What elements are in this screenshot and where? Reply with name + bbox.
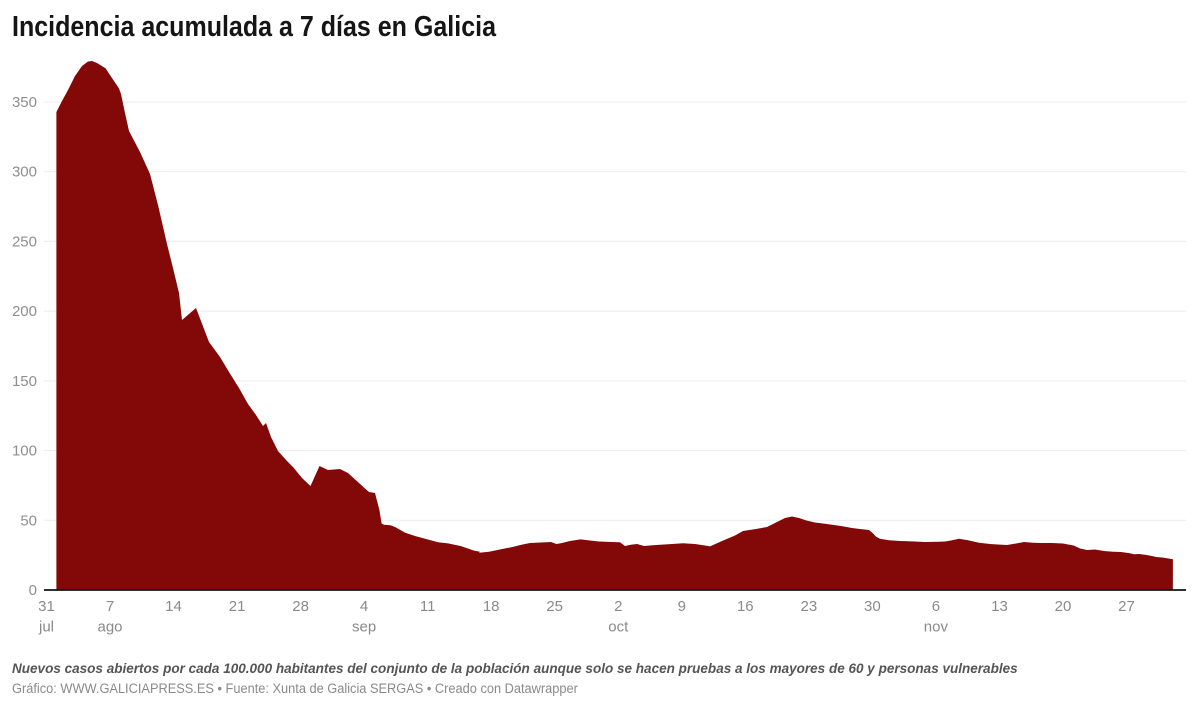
svg-text:11: 11 — [420, 598, 436, 615]
svg-text:nov: nov — [924, 619, 949, 636]
svg-text:0: 0 — [29, 582, 37, 599]
svg-text:sep: sep — [352, 619, 376, 636]
svg-text:31: 31 — [38, 598, 55, 615]
svg-text:9: 9 — [678, 598, 686, 615]
svg-text:30: 30 — [864, 598, 881, 615]
svg-text:20: 20 — [1055, 598, 1072, 615]
svg-text:350: 350 — [12, 94, 37, 111]
svg-text:21: 21 — [229, 598, 246, 615]
svg-text:28: 28 — [292, 598, 309, 615]
svg-text:50: 50 — [20, 512, 37, 529]
svg-text:250: 250 — [12, 233, 37, 250]
svg-text:14: 14 — [165, 598, 182, 615]
svg-text:6: 6 — [932, 598, 940, 615]
svg-text:300: 300 — [12, 164, 37, 181]
svg-text:jul: jul — [38, 619, 54, 636]
svg-text:100: 100 — [12, 443, 37, 460]
svg-text:18: 18 — [483, 598, 500, 615]
svg-text:7: 7 — [106, 598, 114, 615]
svg-text:23: 23 — [801, 598, 818, 615]
svg-text:16: 16 — [737, 598, 754, 615]
svg-text:25: 25 — [546, 598, 563, 615]
svg-text:27: 27 — [1118, 598, 1135, 615]
svg-text:200: 200 — [12, 303, 37, 320]
svg-text:oct: oct — [608, 619, 629, 636]
svg-text:ago: ago — [97, 619, 122, 636]
svg-text:4: 4 — [360, 598, 368, 615]
svg-text:150: 150 — [12, 373, 37, 390]
svg-text:13: 13 — [991, 598, 1008, 615]
svg-text:2: 2 — [614, 598, 622, 615]
